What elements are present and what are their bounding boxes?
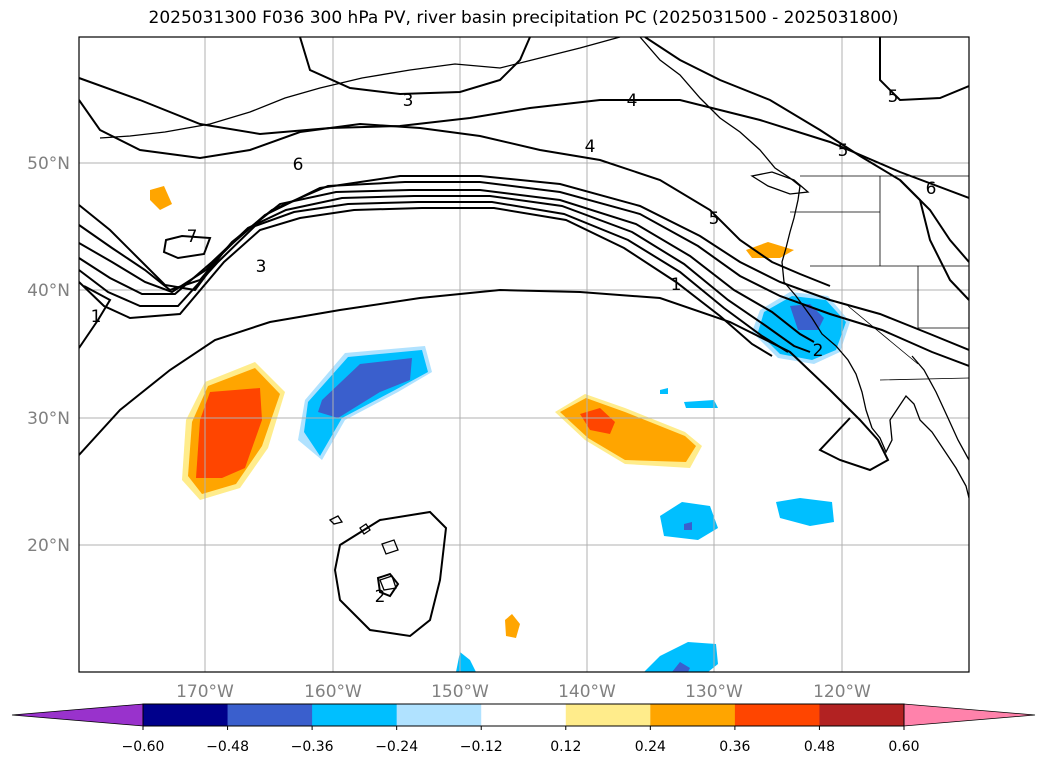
- pv-contour: [899, 179, 969, 301]
- precip-negative-region: [684, 522, 692, 530]
- coastline-bc-alaska-panhandle: [639, 37, 801, 187]
- island-maui: [381, 539, 399, 555]
- figure-title: 2025031300 F036 300 hPa PV, river basin …: [148, 8, 899, 28]
- colorbar-tick-label: 0.12: [550, 739, 581, 755]
- longitude-tick-labels: 170°W 160°W 150°W 140°W 130°W 120°W: [176, 682, 871, 702]
- pv-contour-label: 6: [293, 155, 304, 175]
- coastline-west-us: [781, 185, 873, 429]
- map-area: 1 1 2 2 3 3 4 4 5 5 5 6 6 7: [79, 37, 969, 672]
- precip-positive-region: [505, 614, 520, 638]
- pv-contour-label: 5: [888, 87, 899, 107]
- pv-contour-label: 6: [926, 179, 937, 199]
- coastline-mexico-mainland: [911, 355, 969, 461]
- pv-contour: [79, 207, 773, 357]
- colorbar-tick-label: −0.60: [122, 739, 165, 755]
- colorbar-extend-high: [903, 703, 1036, 727]
- pv-contour: [333, 510, 448, 638]
- colorbar-segment: [227, 704, 313, 726]
- colorbar-tick-label: 0.48: [804, 739, 835, 755]
- pv-contour: [79, 288, 890, 472]
- longitude-tick-label: 130°W: [685, 682, 743, 702]
- colorbar-tick-label: 0.60: [888, 739, 919, 755]
- pv-contour-label: 4: [627, 91, 638, 111]
- colorbar-tick-label: 0.36: [719, 739, 750, 755]
- latitude-tick-label: 30°N: [27, 409, 70, 429]
- pv-contour-label: 5: [709, 209, 720, 229]
- map-frame: [78, 36, 970, 673]
- pv-contour: [644, 37, 969, 263]
- colorbar-segment: [312, 704, 398, 726]
- pv-contour-label: 7: [187, 227, 198, 247]
- colorbar-tick-label: −0.12: [460, 739, 503, 755]
- pv-contour: [162, 234, 212, 260]
- precip-negative-region: [776, 498, 834, 526]
- pv-contour-label: 5: [838, 141, 849, 161]
- longitude-tick-label: 150°W: [431, 682, 489, 702]
- longitude-tick-label: 140°W: [558, 682, 616, 702]
- latitude-tick-label: 40°N: [27, 281, 70, 301]
- colorbar: [11, 703, 1036, 727]
- pv-contour: [299, 37, 531, 96]
- political-borders: [790, 175, 969, 381]
- longitude-tick-label: 160°W: [304, 682, 362, 702]
- pv-contour-label: 1: [671, 275, 682, 295]
- vancouver-island: [750, 171, 810, 195]
- pv-contour-label: 2: [813, 341, 824, 361]
- pv-contour: [79, 201, 789, 353]
- latitude-tick-label: 20°N: [27, 536, 70, 556]
- colorbar-tick-label: −0.36: [291, 739, 334, 755]
- pv-contour: [79, 99, 831, 287]
- state-borders: [790, 176, 969, 381]
- pv-contour-label: 2: [375, 587, 386, 607]
- pv-contour-labels: 1 1 2 2 3 3 4 4 5 5 5 6 6 7: [91, 87, 937, 607]
- colorbar-tick-labels: −0.60 −0.48 −0.36 −0.24 −0.12 0.12 0.24 0.36 0.4…: [122, 726, 920, 755]
- longitude-tick-label: 120°W: [813, 682, 871, 702]
- pv-contour-label: 3: [403, 91, 414, 111]
- pv-contour: [79, 189, 815, 343]
- pv-contour-label: 1: [91, 307, 102, 327]
- colorbar-extend-low: [11, 703, 144, 727]
- map-gridlines: [79, 37, 969, 672]
- colorbar-tick-label: 0.24: [635, 739, 666, 755]
- precip-negative-region: [660, 388, 668, 394]
- precip-negative-region: [644, 642, 718, 672]
- coastline-baja: [871, 394, 969, 499]
- precip-positive-region: [580, 408, 615, 434]
- colorbar-segment: [396, 704, 482, 726]
- pv-contour-label: 3: [256, 257, 267, 277]
- pv-contour: [376, 572, 400, 598]
- precip-negative-region: [660, 502, 718, 540]
- latitude-tick-label: 50°N: [27, 154, 70, 174]
- pv-contour-label: 4: [585, 137, 596, 157]
- colorbar-segment: [650, 704, 736, 726]
- pv-contour: [79, 195, 811, 353]
- pv-contours: [79, 37, 969, 638]
- colorbar-segment: [734, 704, 820, 726]
- precip-negative-region: [456, 652, 476, 672]
- pv-contour: [879, 37, 969, 102]
- latitude-tick-labels: 50°N 40°N 30°N 20°N: [27, 154, 70, 556]
- colorbar-tick-label: −0.24: [375, 739, 418, 755]
- colorbar-segment: [819, 704, 905, 726]
- precip-negative-region: [318, 358, 412, 418]
- colorbar-outline: [142, 703, 905, 727]
- longitude-tick-label: 170°W: [176, 682, 234, 702]
- precip-positive-region: [196, 388, 262, 478]
- precip-negative-region: [672, 662, 690, 672]
- coastline-alaska: [99, 37, 621, 139]
- colorbar-segment: [565, 704, 651, 726]
- precip-positive-region: [150, 186, 172, 210]
- colorbar-segment: [481, 704, 567, 726]
- precip-positive-region: [746, 242, 794, 258]
- pv-contour: [79, 181, 969, 367]
- pv-contour: [79, 285, 112, 349]
- island-kauai: [328, 515, 344, 525]
- precip-negative-region: [684, 400, 718, 408]
- colorbar-segment: [143, 704, 229, 726]
- colorbar-tick-label: −0.48: [206, 739, 249, 755]
- pv-contour: [79, 77, 969, 199]
